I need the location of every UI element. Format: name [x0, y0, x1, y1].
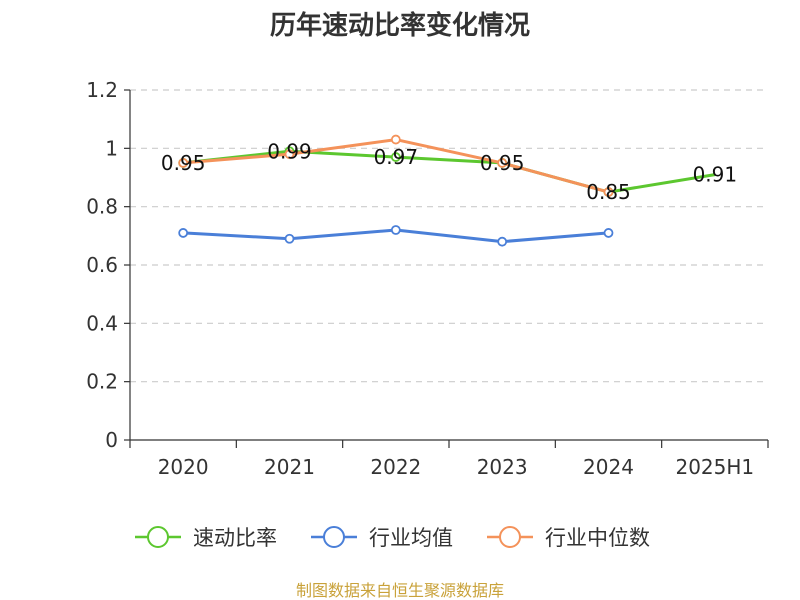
y-tick-label: 0.2: [86, 370, 118, 394]
data-point: [178, 158, 189, 168]
grid: [130, 89, 768, 383]
data-point: [497, 158, 508, 168]
data-point: [390, 225, 401, 235]
x-tick-label: 2025H1: [675, 455, 754, 479]
x-tick-label: 2024: [583, 455, 634, 479]
x-tick-label: 2023: [477, 455, 528, 479]
legend-item[interactable]: 行业均值: [311, 526, 453, 550]
data-point: [284, 233, 295, 244]
series: [178, 134, 716, 247]
data-point: [603, 187, 614, 197]
legend-label: 速动比率: [193, 526, 277, 550]
data-label: 0.91: [693, 163, 738, 187]
data-label: 0.85: [586, 180, 631, 204]
legend-item[interactable]: 行业中位数: [487, 526, 650, 550]
x-tick-label: 2022: [370, 455, 421, 479]
chart-title: 历年速动比率变化情况: [270, 10, 530, 41]
legend-swatch-marker: [499, 526, 521, 548]
axes: 0 0.2 0.4 0.6 0.8 1 1.2 2020 2021 2022 2023 2024 202…: [86, 78, 769, 479]
source-note: 制图数据来自恒生聚源数据库: [296, 581, 504, 600]
legend-item[interactable]: 速动比率: [135, 526, 277, 550]
x-tick-label: 2020: [158, 455, 209, 479]
series-line: [183, 149, 716, 194]
legend: 速动比率 行业均值 行业中位数: [135, 526, 650, 550]
y-tick-label: 0.6: [86, 253, 118, 277]
legend-swatch-marker: [323, 526, 345, 548]
data-point: [390, 152, 401, 162]
y-tick-label: 0.4: [86, 311, 118, 335]
data-label: 0.97: [374, 145, 419, 169]
legend-swatch-marker: [147, 526, 169, 548]
data-labels: 0.95 0.99 0.97 0.95 0.85 0.91: [161, 139, 737, 204]
data-point: [603, 228, 614, 238]
y-tick-label: 1.2: [86, 78, 118, 102]
data-label: 0.99: [267, 139, 312, 163]
y-tick-label: 0.8: [86, 195, 118, 219]
legend-label: 行业中位数: [545, 526, 650, 550]
data-point: [178, 228, 189, 238]
data-point: [284, 149, 295, 160]
data-point: [390, 134, 401, 145]
y-tick-label: 0: [105, 428, 118, 452]
y-tick-label: 1: [105, 136, 118, 160]
legend-label: 行业均值: [369, 526, 453, 550]
data-label: 0.95: [480, 151, 525, 175]
data-point: [497, 236, 508, 247]
x-tick-label: 2021: [264, 455, 315, 479]
data-label: 0.95: [161, 151, 206, 175]
